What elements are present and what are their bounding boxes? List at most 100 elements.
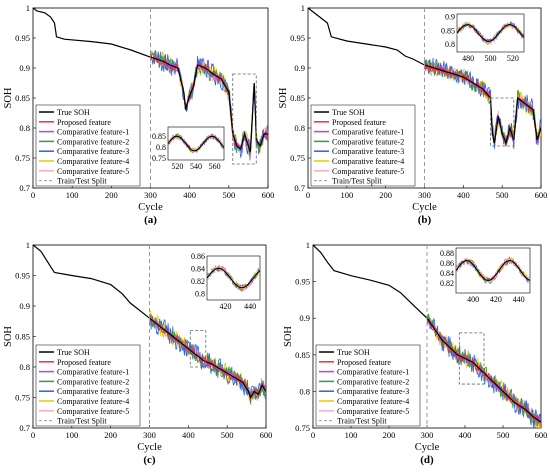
- legend-label: Comparative feature-2: [57, 377, 129, 386]
- x-axis-label: Cycle: [415, 442, 440, 453]
- inset-frame: [455, 247, 531, 294]
- panel-label: (a): [144, 214, 157, 226]
- x-axis-label: Cycle: [137, 442, 162, 453]
- legend-label: True SOH: [337, 348, 370, 357]
- chart-panel-4: 0 100 200 300 400 500 600 0.75 0.8 0.85 0.9 0.95 1 Cy…: [283, 240, 547, 466]
- y-axis-label: SOH: [3, 326, 14, 347]
- legend-label: True SOH: [57, 108, 90, 117]
- y-tick-label: 0.8: [294, 123, 305, 133]
- legend-frame: [35, 344, 141, 427]
- true-soh-line: [33, 8, 268, 153]
- y-tick-label: 0.9: [19, 301, 30, 311]
- y-tick-label: 0.7: [294, 183, 305, 193]
- y-tick-label: 0.8: [19, 362, 30, 372]
- inset-y-tick-label: 0.82: [191, 277, 205, 286]
- inset-y-tick-label: 0.8: [195, 290, 205, 299]
- inset-frame: [167, 126, 225, 161]
- legend-label: True SOH: [57, 348, 90, 357]
- y-tick-label: 0.95: [295, 277, 310, 287]
- zoom-region-box: [189, 329, 207, 368]
- y-tick-label: 0.7: [19, 183, 30, 193]
- chart-panel-2: 0 100 200 300 400 500 6000.70.750.80.850.90.95…: [278, 3, 547, 226]
- inset-x-tick-label: 480: [462, 54, 474, 63]
- inset-frame: [456, 13, 525, 53]
- legend-label: Comparative feature-1: [57, 128, 129, 137]
- x-tick-label: 400: [183, 190, 196, 200]
- true-soh-line: [33, 245, 266, 399]
- x-tick-label: 500: [221, 430, 234, 440]
- legend-frame: [35, 104, 141, 187]
- inset-x-tick-label: 560: [209, 162, 221, 171]
- inset-y-tick-label: 0.9: [445, 13, 455, 22]
- plot-area: [308, 8, 541, 188]
- inset-y-tick-label: 0.84: [191, 265, 205, 274]
- x-tick-label: 100: [345, 430, 358, 440]
- y-axis-label: SOH: [278, 87, 289, 108]
- y-tick-label: 0.9: [294, 63, 305, 73]
- y-axis-label: SOH: [283, 326, 294, 347]
- prediction-series: [424, 60, 541, 147]
- inset-y-tick-label: 0.75: [152, 154, 166, 163]
- true-soh-line: [313, 245, 541, 423]
- legend-label: Comparative feature-1: [337, 368, 409, 377]
- y-tick-label: 1: [306, 240, 310, 250]
- y-tick-label: 0.7: [19, 423, 30, 433]
- x-tick-label: 300: [421, 430, 434, 440]
- inset-x-tick-label: 440: [244, 302, 256, 311]
- x-tick-label: 100: [66, 190, 79, 200]
- inset-y-tick-label: 0.85: [441, 26, 455, 35]
- prediction-series: [150, 50, 268, 161]
- prediction-series: [424, 57, 541, 149]
- x-tick-label: 200: [383, 430, 396, 440]
- inset-y-tick-label: 0.82: [440, 279, 454, 288]
- panel-label: (c): [143, 454, 156, 466]
- x-tick-label: 300: [144, 190, 157, 200]
- y-tick-label: 0.8: [299, 386, 310, 396]
- legend-label: Comparative feature-5: [57, 167, 129, 176]
- x-tick-label: 0: [31, 190, 35, 200]
- inset-plot: 420 440 0.8 0.82 0.84 0.86: [191, 252, 261, 311]
- y-axis-label: SOH: [3, 87, 14, 108]
- prediction-series: [424, 61, 541, 146]
- inset-frame: [206, 255, 261, 301]
- legend-label: Comparative feature-3: [332, 147, 404, 156]
- zoom-region-box: [458, 332, 485, 385]
- true-soh-line: [308, 8, 541, 145]
- legend-label: Train/Test Split: [337, 417, 387, 426]
- legend-label: Proposed feature: [57, 358, 111, 367]
- inset-y-tick-label: 0.85: [152, 132, 166, 141]
- inset-area: [207, 264, 260, 293]
- x-tick-label: 200: [104, 430, 117, 440]
- x-tick-label: 0: [311, 430, 315, 440]
- legend-label: True SOH: [332, 108, 365, 117]
- y-tick-label: 0.85: [295, 350, 310, 360]
- x-tick-label: 300: [143, 430, 156, 440]
- x-tick-label: 0: [306, 190, 310, 200]
- x-axis-label: Cycle: [412, 202, 437, 213]
- inset-y-tick-label: 0.88: [440, 249, 454, 258]
- inset-plot: 480 500 520 0.8 0.85 0.9: [441, 13, 525, 63]
- x-tick-label: 100: [65, 430, 78, 440]
- y-tick-label: 0.85: [290, 93, 305, 103]
- inset-series: [207, 267, 260, 289]
- x-tick-label: 600: [535, 190, 548, 200]
- plot-area: [33, 8, 268, 188]
- inset-series: [168, 135, 224, 152]
- x-axis-label: Cycle: [138, 202, 163, 213]
- inset-area: [168, 132, 224, 154]
- legend-label: Train/Test Split: [57, 177, 107, 186]
- legend-frame: [310, 104, 416, 187]
- legend-label: Comparative feature-2: [57, 137, 129, 146]
- y-tick-label: 0.9: [299, 313, 310, 323]
- legend-label: Comparative feature-5: [57, 407, 129, 416]
- y-tick-label: 0.95: [15, 271, 30, 281]
- legend-label: Train/Test Split: [57, 417, 107, 426]
- zoom-region-box: [490, 97, 515, 147]
- legend-label: Comparative feature-3: [57, 387, 129, 396]
- x-tick-label: 500: [497, 430, 510, 440]
- chart-panel-1: 0 100 200 300 400 500 600 0.7 0.75 0.8 0.85 0.9 0.95…: [3, 3, 274, 226]
- inset-y-tick-label: 0.8: [156, 143, 166, 152]
- x-tick-label: 300: [418, 190, 431, 200]
- y-tick-label: 0.75: [295, 423, 310, 433]
